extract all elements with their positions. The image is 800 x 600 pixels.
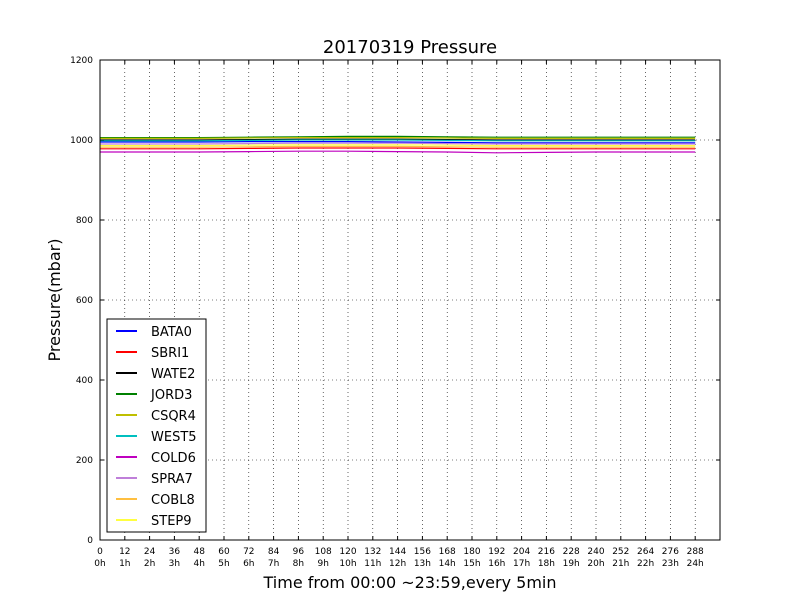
x-tick-label: 24 — [144, 547, 156, 557]
series-line-west5 — [100, 139, 696, 142]
x-tick-label: 192 — [488, 547, 505, 557]
x-tick-hour-label: 24h — [687, 559, 704, 569]
legend-label-cobl8: COBL8 — [151, 493, 195, 508]
x-tick-label: 228 — [563, 547, 580, 557]
legend-label-jord3: JORD3 — [150, 388, 192, 403]
x-tick-hour-label: 22h — [637, 559, 654, 569]
x-tick-hour-label: 19h — [563, 559, 580, 569]
x-tick-label: 48 — [193, 547, 205, 557]
x-tick-hour-label: 13h — [414, 559, 431, 569]
x-tick-label: 84 — [268, 547, 280, 557]
x-tick-label: 132 — [364, 547, 381, 557]
legend-label-csqr4: CSQR4 — [151, 409, 196, 424]
series-line-bata0 — [100, 141, 696, 144]
series-line-step9 — [100, 144, 696, 147]
x-tick-label: 264 — [637, 547, 654, 557]
x-axis-label: Time from 00:00 ~23:59,every 5min — [263, 573, 557, 592]
legend-label-west5: WEST5 — [151, 430, 197, 445]
x-tick-hour-label: 7h — [268, 559, 279, 569]
x-tick-label: 252 — [612, 547, 629, 557]
x-tick-hour-label: 6h — [243, 559, 254, 569]
x-tick-label: 180 — [463, 547, 480, 557]
axis-ticks: 0 0h 12 1h 24 2h 36 3h 48 4h 60 5h 72 6h 84 7h 96 8h 108 9h… — [70, 56, 720, 569]
legend-label-cold6: COLD6 — [151, 451, 196, 466]
legend-label-step9: STEP9 — [151, 514, 192, 529]
x-tick-hour-label: 0h — [94, 559, 105, 569]
x-tick-hour-label: 23h — [662, 559, 679, 569]
x-tick-label: 204 — [513, 547, 530, 557]
legend-box — [106, 318, 207, 533]
series-line-cold6 — [100, 150, 696, 154]
x-tick-label: 108 — [315, 547, 332, 557]
legend-label-wate2: WATE2 — [151, 367, 195, 382]
series-line-sbri1 — [100, 147, 696, 150]
y-tick-label: 1200 — [70, 56, 93, 66]
series-line-csqr4 — [100, 137, 696, 139]
x-tick-hour-label: 2h — [144, 559, 155, 569]
legend-label-spra7: SPRA7 — [151, 472, 193, 487]
x-tick-hour-label: 16h — [488, 559, 505, 569]
series-line-spra7 — [100, 142, 696, 145]
x-tick-label: 276 — [662, 547, 679, 557]
x-tick-hour-label: 21h — [612, 559, 629, 569]
x-tick-hour-label: 18h — [538, 559, 555, 569]
x-tick-label: 144 — [389, 547, 406, 557]
legend: BATA0 SBRI1 WATE2 JORD3 CSQR4 WEST5 COLD6 SPRA7… — [106, 318, 207, 533]
x-tick-hour-label: 1h — [119, 559, 130, 569]
x-tick-hour-label: 17h — [513, 559, 530, 569]
y-tick-label: 0 — [87, 536, 93, 546]
chart-title: 20170319 Pressure — [323, 37, 497, 58]
x-tick-label: 60 — [218, 547, 230, 557]
x-tick-label: 120 — [339, 547, 356, 557]
series-line-jord3 — [100, 135, 696, 139]
x-tick-hour-label: 20h — [587, 559, 604, 569]
x-tick-label: 240 — [587, 547, 604, 557]
legend-label-sbri1: SBRI1 — [151, 346, 189, 361]
x-tick-hour-label: 14h — [439, 559, 456, 569]
x-tick-label: 156 — [414, 547, 431, 557]
x-tick-hour-label: 8h — [293, 559, 304, 569]
y-tick-label: 200 — [76, 456, 93, 466]
x-tick-hour-label: 9h — [317, 559, 328, 569]
x-tick-label: 36 — [169, 547, 181, 557]
x-tick-label: 168 — [439, 547, 456, 557]
x-tick-hour-label: 11h — [364, 559, 381, 569]
legend-label-bata0: BATA0 — [151, 325, 192, 340]
y-tick-label: 600 — [76, 296, 93, 306]
x-tick-hour-label: 4h — [193, 559, 204, 569]
x-tick-hour-label: 10h — [339, 559, 356, 569]
x-tick-label: 0 — [97, 547, 103, 557]
x-tick-label: 216 — [538, 547, 555, 557]
y-axis-label: Pressure(mbar) — [45, 239, 64, 362]
y-tick-label: 1000 — [70, 136, 93, 146]
x-tick-label: 12 — [119, 547, 130, 557]
series-line-cobl8 — [100, 145, 696, 148]
x-tick-hour-label: 5h — [218, 559, 229, 569]
y-tick-label: 800 — [76, 216, 93, 226]
y-tick-label: 400 — [76, 376, 93, 386]
x-tick-hour-label: 3h — [169, 559, 180, 569]
x-tick-hour-label: 15h — [463, 559, 480, 569]
x-tick-label: 288 — [687, 547, 704, 557]
series-line-wate2 — [100, 138, 696, 141]
x-tick-hour-label: 12h — [389, 559, 406, 569]
x-tick-label: 96 — [293, 547, 305, 557]
series-lines — [100, 135, 696, 154]
x-tick-label: 72 — [243, 547, 254, 557]
